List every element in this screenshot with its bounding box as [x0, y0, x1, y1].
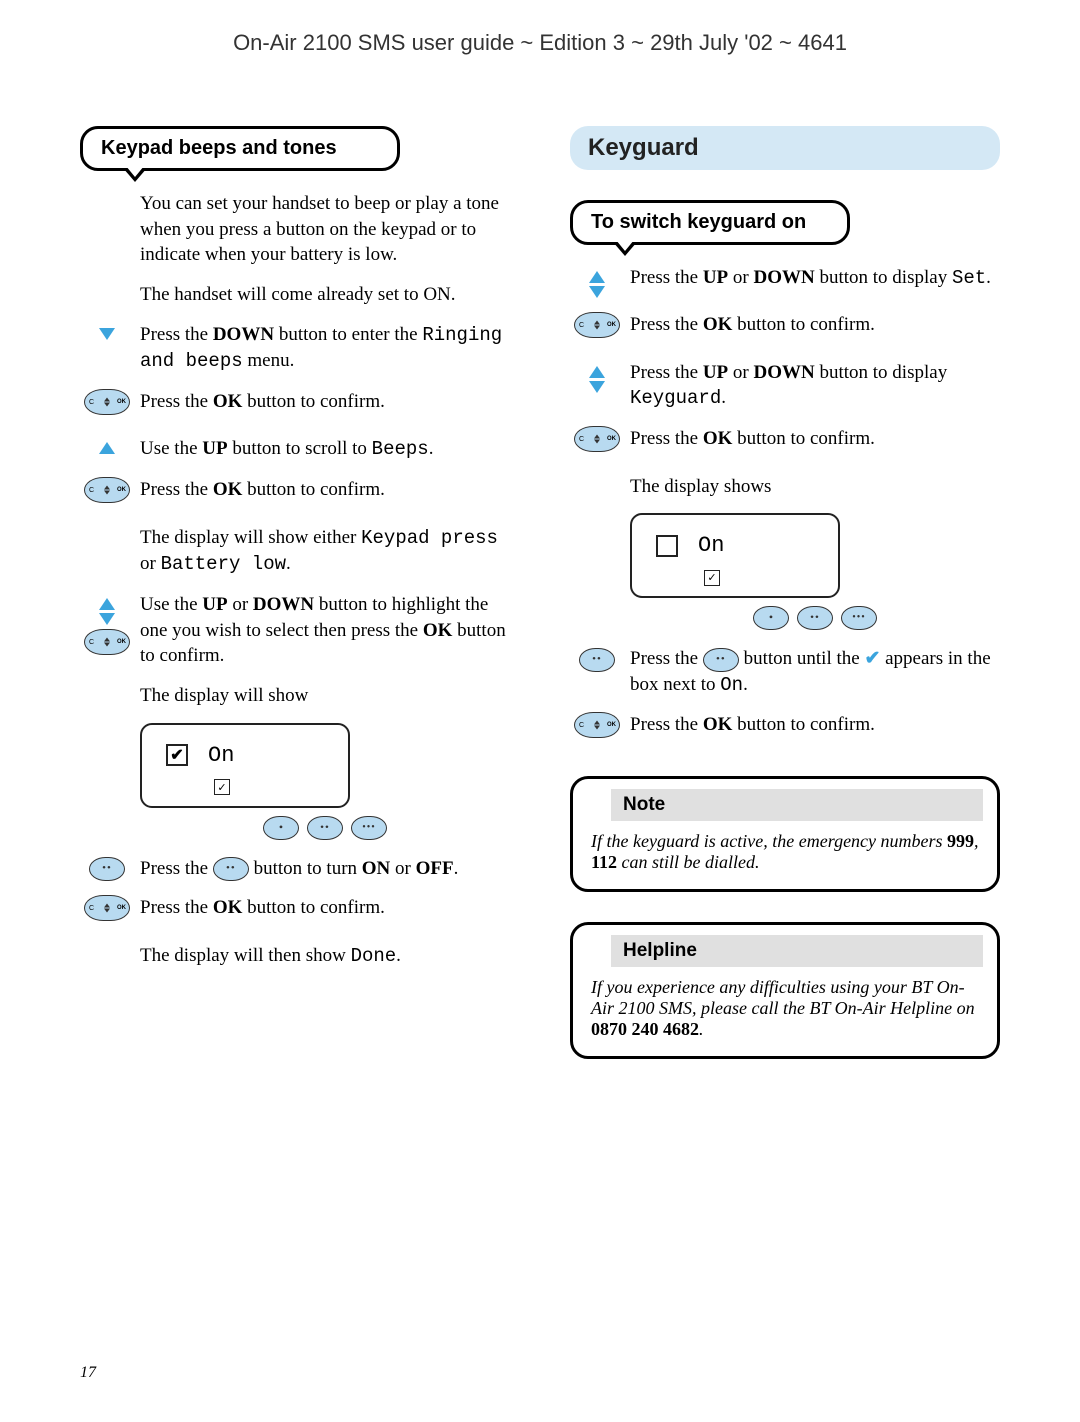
down-arrow-icon	[99, 328, 115, 340]
step-down: Press the DOWN button to enter the Ringi…	[140, 322, 510, 375]
r-step-4: Press the OK button to confirm.	[630, 426, 1000, 460]
checkbox-checked-icon: ✔	[166, 744, 188, 766]
right-column: Keyguard To switch keyguard on Press the…	[570, 126, 1000, 1059]
lcd-display-right: On ✓	[630, 513, 1000, 630]
checkmark-blue-icon: ✔	[864, 648, 880, 669]
up-arrow-icon	[99, 442, 115, 454]
r-step-7: Press the OK button to confirm.	[630, 712, 1000, 746]
helpline-title: Helpline	[611, 935, 983, 967]
ok-button-icon	[574, 312, 620, 338]
step-up: Use the UP button to scroll to Beeps.	[140, 436, 510, 463]
step-ok-2: Press the OK button to confirm.	[140, 477, 510, 511]
up-down-arrow-icon	[589, 366, 605, 393]
right-steps: Press the UP or DOWN button to display S…	[570, 265, 1000, 746]
dot-button-2-icon	[307, 816, 343, 840]
r-step-6: Press the button until the ✔ appears in …	[630, 646, 1000, 698]
note-title: Note	[611, 789, 983, 821]
step-ok-1: Press the OK button to confirm.	[140, 389, 510, 423]
dot-button-2-icon	[89, 857, 125, 881]
step-updown-ok: Use the UP or DOWN button to highlight t…	[140, 592, 510, 669]
r-step-3: Press the UP or DOWN button to display K…	[630, 360, 1000, 412]
ok-button-icon	[84, 629, 130, 655]
r-step-1: Press the UP or DOWN button to display S…	[630, 265, 1000, 298]
r-step-2: Press the OK button to confirm.	[630, 312, 1000, 346]
ok-button-icon	[574, 712, 620, 738]
ok-button-icon	[84, 389, 130, 415]
section-tab-keypad: Keypad beeps and tones	[80, 126, 400, 171]
page-header: On-Air 2100 SMS user guide ~ Edition 3 ~…	[80, 30, 1000, 56]
lcd-on-label: On	[698, 533, 724, 558]
helpline-box: Helpline If you experience any difficult…	[570, 922, 1000, 1059]
small-check-icon: ✓	[704, 570, 720, 586]
display-text-2: The display will show	[140, 683, 510, 709]
r-step-5: The display shows	[630, 474, 1000, 500]
dot-button-3-icon	[351, 816, 387, 840]
dot-button-1-icon	[753, 606, 789, 630]
up-down-arrow-icon	[589, 271, 605, 298]
intro-text-1: You can set your handset to beep or play…	[140, 191, 510, 268]
ok-button-icon	[84, 477, 130, 503]
dot-button-3-icon	[841, 606, 877, 630]
display-text-1: The display will show either Keypad pres…	[140, 525, 510, 578]
dot-button-2-icon	[579, 648, 615, 672]
small-check-icon: ✓	[214, 779, 230, 795]
note-box: Note If the keyguard is active, the emer…	[570, 776, 1000, 892]
ok-button-icon	[84, 895, 130, 921]
keyguard-heading: Keyguard	[570, 126, 1000, 170]
ok-button-icon	[574, 426, 620, 452]
intro-text-2: The handset will come already set to ON.	[140, 282, 510, 308]
checkbox-empty-icon	[656, 535, 678, 557]
section-tab-keyguard-on: To switch keyguard on	[570, 200, 850, 245]
step-ok-3: Press the OK button to confirm.	[140, 895, 510, 929]
left-column: Keypad beeps and tones You can set your …	[80, 126, 510, 1059]
dot-button-2-icon-inline	[703, 648, 739, 672]
step-dots: Press the button to turn ON or OFF.	[140, 856, 510, 882]
dot-button-1-icon	[263, 816, 299, 840]
lcd-on-label: On	[208, 743, 234, 768]
lcd-display-left: ✔ On ✓	[140, 723, 510, 840]
content-columns: Keypad beeps and tones You can set your …	[80, 126, 1000, 1059]
up-down-arrow-icon	[99, 598, 115, 625]
left-steps: You can set your handset to beep or play…	[80, 191, 510, 970]
dot-button-2-icon	[797, 606, 833, 630]
page-number: 17	[80, 1364, 96, 1382]
dot-button-2-icon-inline	[213, 857, 249, 881]
done-text: The display will then show Done.	[140, 943, 510, 970]
